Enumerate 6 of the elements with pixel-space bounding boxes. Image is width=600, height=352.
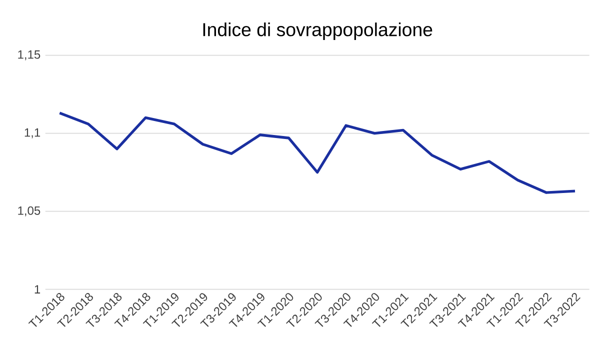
line-series — [58, 112, 576, 194]
y-tick-label: 1,1 — [24, 128, 40, 138]
y-tick-label: 1 — [34, 285, 40, 294]
y-tick-label: 1,15 — [18, 50, 40, 60]
chart-title: Indice di sovrappopolazione — [203, 22, 432, 40]
y-tick-label: 1,05 — [18, 206, 40, 216]
